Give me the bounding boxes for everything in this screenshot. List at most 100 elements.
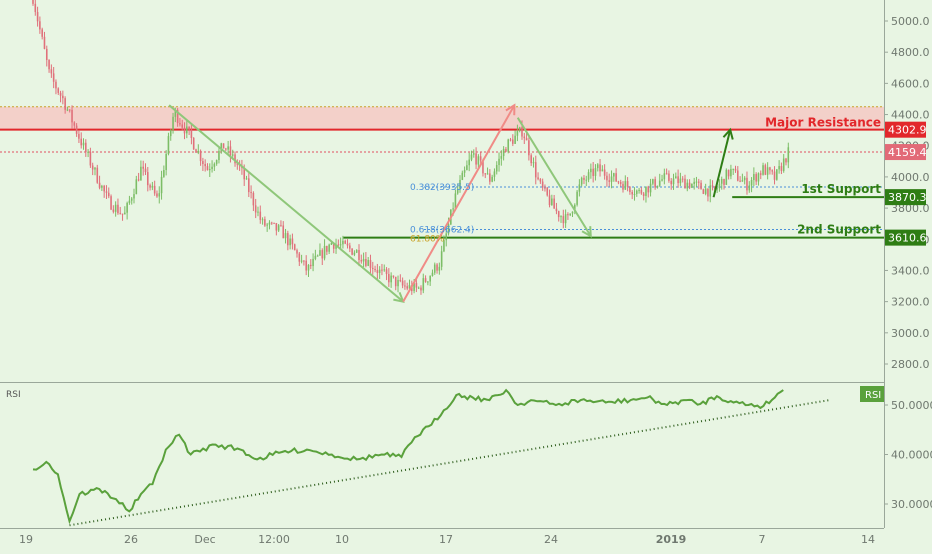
candle-body (75, 125, 78, 134)
x-tick-label: 24 (544, 533, 558, 546)
candle-body (289, 238, 291, 246)
candle-body (169, 130, 172, 137)
candle-body (746, 177, 748, 191)
candle-body (443, 240, 445, 252)
candle-body (80, 138, 83, 146)
candle-body (39, 21, 41, 30)
candle-body (608, 180, 611, 182)
candle-body (188, 126, 190, 130)
candle-body (649, 183, 652, 193)
candle-body (156, 193, 158, 197)
candle-body (528, 140, 530, 156)
candle-body (291, 238, 294, 245)
candle-body (344, 240, 347, 244)
first-support-value: 3870.3 (888, 191, 927, 204)
candle-body (174, 110, 177, 117)
candle-body (493, 171, 496, 177)
candle-body (91, 165, 94, 170)
rsi-badge (860, 386, 884, 402)
candle-body (101, 185, 103, 188)
candle-body (277, 225, 280, 231)
candle-body (124, 212, 126, 215)
candle-body (663, 173, 666, 180)
candle-body (638, 189, 640, 191)
candle-body (250, 192, 252, 194)
candle-body (516, 131, 519, 136)
candle-body (71, 109, 73, 123)
candle-body (523, 136, 526, 139)
price-tick-label: 3200.0 (891, 296, 930, 309)
candle-body (573, 204, 576, 212)
candle-body (360, 259, 363, 262)
candle-body (126, 202, 128, 213)
candle-body (498, 158, 500, 166)
candle-body (268, 222, 271, 225)
candle-body (309, 264, 312, 267)
x-tick-label: 2019 (656, 533, 687, 546)
candle-body (195, 149, 197, 153)
candle-body (617, 181, 620, 183)
candle-body (144, 168, 147, 173)
candle-body (397, 279, 399, 287)
candle-body (702, 189, 705, 194)
candle-body (371, 267, 374, 269)
major-resistance-badge (885, 121, 926, 138)
candle-body (440, 251, 443, 267)
candle-body (332, 243, 335, 249)
candle-body (700, 182, 702, 190)
candle-body (330, 243, 333, 245)
candle-body (537, 177, 539, 180)
trend-arrow-head-0 (393, 291, 405, 303)
candle-body (222, 143, 225, 149)
candle-body (287, 233, 289, 246)
x-tick-label: 7 (759, 533, 766, 546)
candle-body (461, 172, 464, 180)
candle-body (321, 250, 324, 259)
x-tick-label: Dec (194, 533, 215, 546)
candle-body (755, 174, 757, 182)
candle-body (771, 170, 774, 172)
candle-body (429, 275, 431, 282)
candle-body (32, 0, 34, 4)
candle-body (408, 285, 411, 289)
candle-body (723, 178, 725, 185)
candle-body (507, 139, 510, 152)
candle-body (665, 173, 668, 175)
candle-body (236, 163, 239, 165)
trend-arrow-3 (712, 129, 732, 198)
candle-body (787, 147, 790, 163)
candle-body (583, 177, 585, 180)
candle-body (213, 163, 216, 167)
candles-layer (32, 0, 790, 295)
candle-body (679, 178, 682, 184)
candle-body (114, 204, 117, 212)
levels-layer (0, 106, 884, 239)
candle-body (186, 126, 188, 134)
candle-body (422, 278, 425, 291)
candle-body (484, 173, 487, 175)
candle-body (392, 275, 395, 277)
candle-body (732, 168, 735, 170)
candle-body (362, 259, 365, 262)
candle-body (773, 171, 776, 180)
candle-body (580, 177, 583, 185)
candle-body (456, 188, 459, 194)
price-tick-label: 3400.0 (891, 264, 930, 277)
candle-body (544, 187, 546, 189)
candle-body (785, 158, 787, 163)
candle-body (486, 173, 489, 175)
candle-body (431, 272, 434, 276)
second-support-label: 2nd Support (797, 223, 881, 237)
candle-body (509, 139, 512, 141)
candle-body (475, 153, 477, 165)
candle-body (369, 260, 372, 268)
candle-body (413, 282, 415, 292)
candle-body (165, 154, 167, 171)
candle-body (743, 177, 746, 181)
candle-body (55, 81, 57, 89)
candle-body (615, 173, 617, 182)
candle-body (261, 219, 264, 221)
candle-body (225, 148, 227, 150)
